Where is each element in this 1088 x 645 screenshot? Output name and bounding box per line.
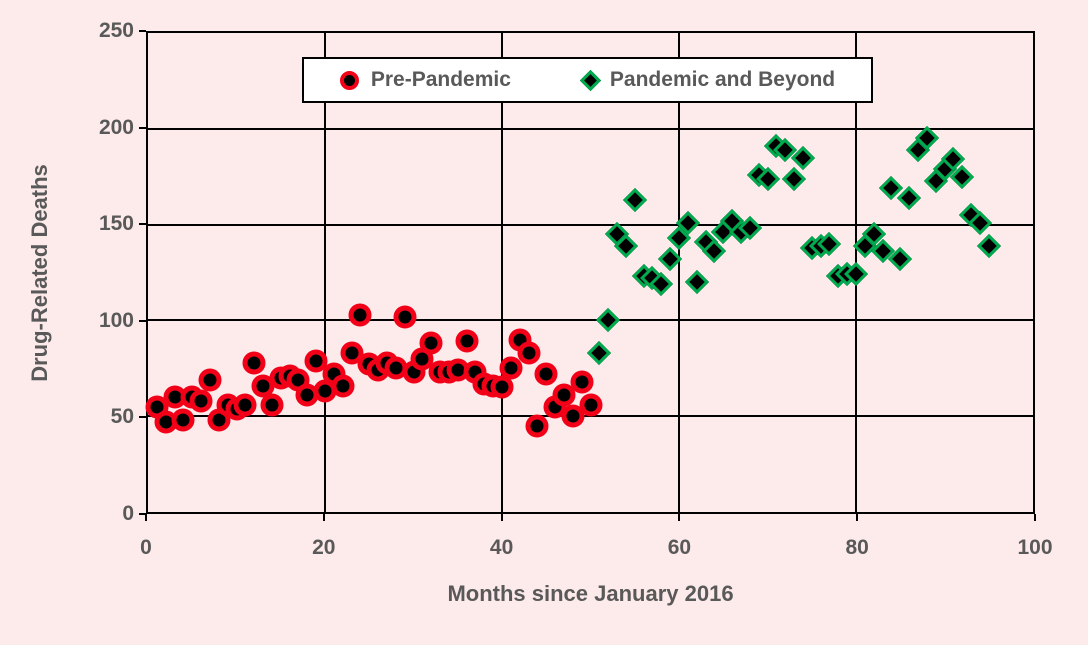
y-tick-label: 100 <box>98 308 134 332</box>
h-gridline <box>148 127 1033 130</box>
data-point-pre-pandemic-m47 <box>552 383 576 407</box>
plot-area <box>145 31 1035 514</box>
legend: Pre-Pandemic Pandemic and Beyond <box>302 57 873 103</box>
x-axis-tick <box>500 514 503 521</box>
x-tick-label: 20 <box>312 536 336 559</box>
y-axis-tick <box>139 319 146 322</box>
data-point-pandemic-m62 <box>684 270 709 295</box>
data-point-pre-pandemic-m49 <box>570 370 594 394</box>
v-gridline <box>501 33 503 512</box>
legend-label-pre-pandemic: Pre-Pandemic <box>370 68 511 91</box>
data-point-pandemic-m52 <box>596 308 621 333</box>
data-point-pre-pandemic-m36 <box>455 329 479 353</box>
x-axis-tick <box>678 514 681 521</box>
x-tick-label: 40 <box>489 536 514 559</box>
data-point-pre-pandemic-m40 <box>490 375 514 399</box>
y-tick-label: 150 <box>98 212 134 236</box>
data-point-pre-pandemic-m45 <box>534 362 558 386</box>
data-point-pre-pandemic-m12 <box>242 351 266 375</box>
y-tick-label: 250 <box>98 19 134 42</box>
pandemic-diamond-icon <box>579 69 602 91</box>
x-axis-tick <box>322 514 325 521</box>
y-tick-label: 200 <box>98 115 134 139</box>
x-axis-tick <box>1034 514 1036 521</box>
data-point-pandemic-m55 <box>622 187 647 212</box>
data-point-pre-pandemic-m22 <box>331 374 355 398</box>
y-axis-tick <box>139 223 146 226</box>
data-point-pre-pandemic-m6 <box>189 389 213 413</box>
y-tick-label: 0 <box>122 502 134 525</box>
y-axis-tick <box>139 513 146 515</box>
legend-item-pandemic: Pandemic and Beyond <box>579 68 836 92</box>
x-axis-tick <box>856 514 859 521</box>
data-point-pre-pandemic-m43 <box>517 341 541 365</box>
data-point-pandemic-m51 <box>587 340 612 365</box>
x-tick-label: 100 <box>1017 536 1053 559</box>
data-point-pre-pandemic-m44 <box>525 414 549 438</box>
x-tick-label: 0 <box>140 536 152 559</box>
legend-item-pre-pandemic: Pre-Pandemic <box>339 68 511 92</box>
v-gridline <box>324 33 326 512</box>
legend-label-pandemic: Pandemic and Beyond <box>609 68 836 91</box>
y-axis-tick <box>139 416 146 419</box>
data-point-pre-pandemic-m50 <box>579 393 602 417</box>
h-gridline <box>148 223 1033 226</box>
data-point-pre-pandemic-m24 <box>348 303 372 327</box>
data-point-pre-pandemic-m11 <box>233 393 257 417</box>
v-gridline <box>678 33 680 512</box>
y-axis-tick <box>139 126 146 129</box>
data-point-pre-pandemic-m14 <box>260 393 284 417</box>
y-axis-title: Drug-Related Deaths <box>27 163 52 382</box>
data-point-pre-pandemic-m23 <box>340 341 364 365</box>
x-tick-label: 60 <box>667 536 692 559</box>
y-axis-tick <box>139 30 146 32</box>
data-point-pre-pandemic-m4 <box>171 408 195 432</box>
y-tick-label: 50 <box>110 405 134 429</box>
x-tick-label: 80 <box>845 536 869 559</box>
x-axis-title: Months since January 2016 <box>447 581 734 606</box>
data-point-pre-pandemic-m32 <box>419 331 443 355</box>
data-point-pre-pandemic-m48 <box>561 404 585 428</box>
pre-pandemic-circle-icon <box>339 70 359 90</box>
data-point-pre-pandemic-m29 <box>393 305 417 329</box>
data-point-pandemic-m95 <box>976 233 1001 258</box>
data-point-pre-pandemic-m19 <box>304 349 328 373</box>
h-gridline <box>148 319 1033 322</box>
x-axis-tick <box>145 514 147 521</box>
data-point-pre-pandemic-m7 <box>198 368 222 392</box>
data-point-pre-pandemic-m41 <box>499 356 523 380</box>
